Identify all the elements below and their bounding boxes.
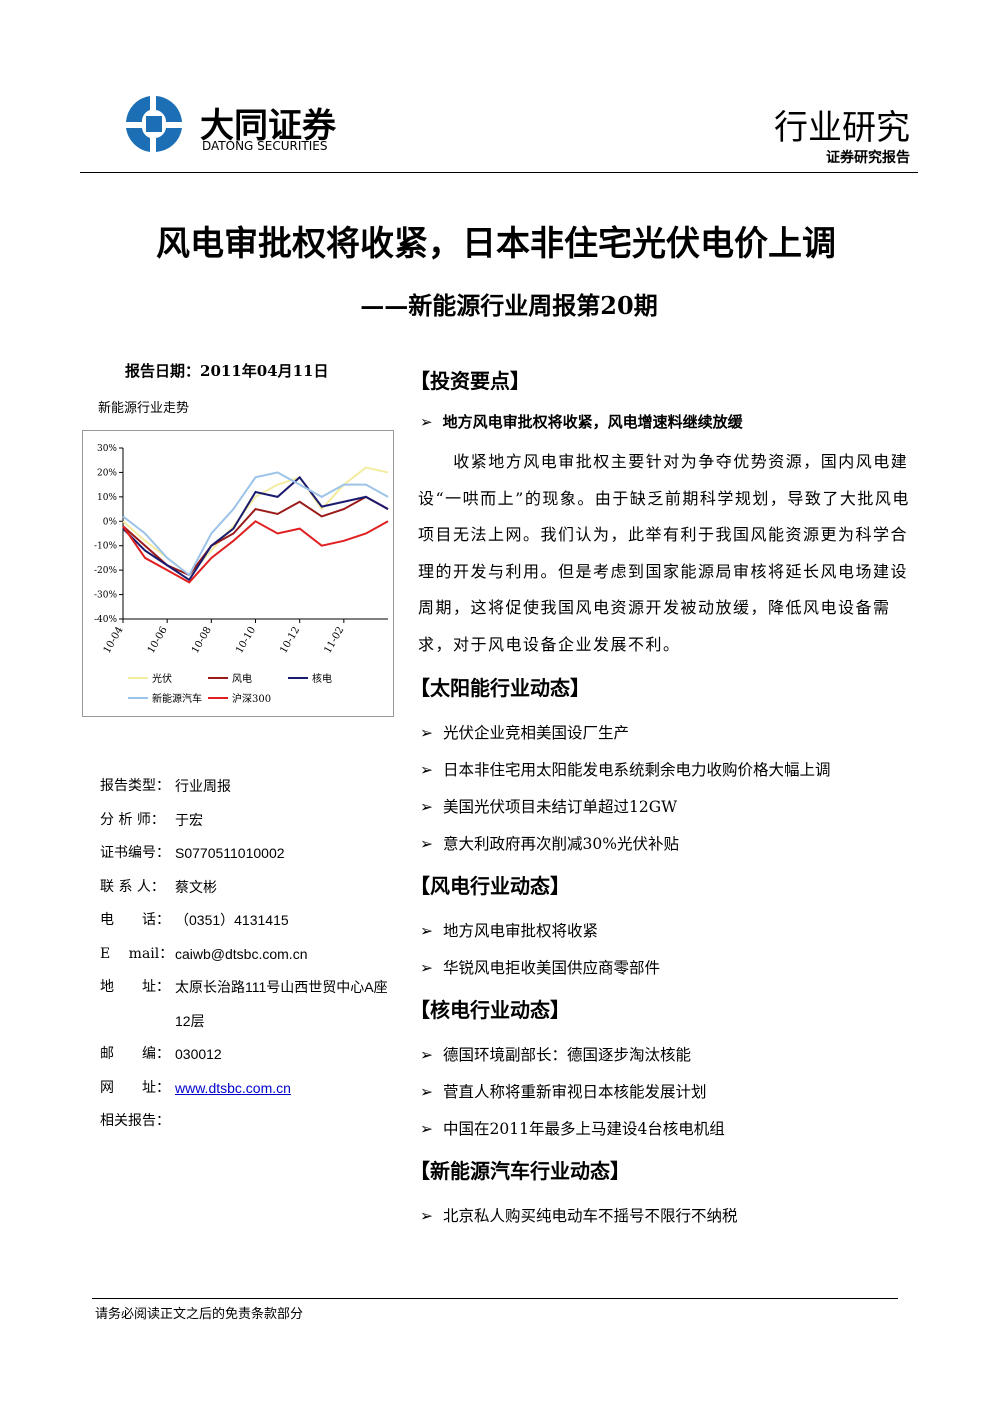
section: 【新能源汽车行业动态】北京私人购买纯电动车不摇号不限行不纳税 — [410, 1156, 910, 1235]
subcategory: 证券研究报告 — [826, 150, 910, 166]
section-heading: 【投资要点】 — [410, 369, 530, 393]
info-row: 地 址： 太原长治路111号山西世贸中心A座12层 — [100, 971, 403, 1038]
info-label: 邮 编： — [100, 1046, 170, 1062]
y-tick-label: 30% — [97, 444, 117, 454]
series-line — [122, 475, 389, 582]
x-tick-label: 10-08 — [190, 625, 214, 655]
bullet: 意大利政府再次削减30%光伏补贴 — [420, 826, 910, 863]
info-row: 报告类型： 行业周报 — [100, 770, 403, 804]
info-label: 分 析 师： — [100, 811, 165, 828]
bullet: 日本非住宅用太阳能发电系统剩余电力收购价格大幅上调 — [420, 752, 910, 789]
info-value: caiwb@dtsbc.com.cn — [175, 945, 308, 962]
subtitle: ——新能源行业周报第20期 — [360, 291, 658, 320]
info-label: 报告类型： — [100, 778, 170, 794]
footer-rule — [92, 1298, 898, 1299]
legend-label: 核电 — [312, 672, 332, 685]
y-tick-label: -20% — [94, 566, 117, 576]
info-row: 分 析 师： 于宏 — [100, 804, 403, 838]
info-value: 行业周报 — [175, 778, 231, 794]
info-value: （0351）4131415 — [175, 912, 289, 928]
company-en: DATONG SECURITIES — [202, 139, 328, 153]
info-row: 网 址： www.dtsbc.com.cn — [100, 1072, 403, 1106]
legend-label: 新能源汽车 — [152, 692, 202, 705]
x-tick-label: 10-10 — [234, 625, 258, 655]
logo-mark — [126, 96, 182, 152]
subheading: 地方风电审批权将收紧，风电增速料继续放缓 — [420, 408, 910, 436]
section-heading: 【风电行业动态】 — [410, 874, 570, 898]
legend-label: 风电 — [232, 672, 252, 685]
info-label: 相关报告： — [100, 1113, 170, 1129]
info-row: 邮 编： 030012 — [100, 1038, 403, 1072]
info-value: S0770511010002 — [175, 845, 285, 861]
bullet: 德国环境副部长：德国逐步淘汰核能 — [420, 1037, 910, 1074]
info-row: 联 系 人： 蔡文彬 — [100, 871, 403, 905]
series-line — [122, 520, 389, 584]
y-tick-label: -30% — [94, 591, 117, 601]
info-value: 030012 — [175, 1046, 222, 1062]
info-label: 电 话： — [100, 912, 170, 928]
info-value: 太原长治路111号山西世贸中心A座12层 — [175, 979, 388, 1029]
bullet: 菅直人称将重新审视日本核能发展计划 — [420, 1074, 910, 1111]
bullet: 华锐风电拒收美国供应商零部件 — [420, 950, 910, 987]
info: 报告类型： 行业周报分 析 师： 于宏证书编号： S0770511010002 联 系 … — [100, 770, 403, 1139]
info-label: 联 系 人： — [100, 878, 165, 895]
legend-label: 光伏 — [152, 672, 172, 685]
legend-label: 沪深300 — [232, 692, 271, 705]
section: 【风电行业动态】地方风电审批权将收紧华锐风电拒收美国供应商零部件 — [410, 871, 910, 987]
bullet: 光伏企业竞相美国设厂生产 — [420, 715, 910, 752]
section: 【核电行业动态】德国环境副部长：德国逐步淘汰核能菅直人称将重新审视日本核能发展计… — [410, 995, 910, 1148]
main-column: 【投资要点】地方风电审批权将收紧，风电增速料继续放缓收紧地方风电审批权主要针对为… — [410, 366, 910, 1243]
info-row: 相关报告： — [100, 1105, 403, 1139]
y-tick-label: 20% — [97, 468, 117, 478]
chart-title: 新能源行业走势 — [98, 401, 190, 416]
info-value[interactable]: www.dtsbc.com.cn — [175, 1079, 291, 1096]
rule — [80, 172, 918, 173]
info-label: 网 址： — [100, 1079, 170, 1096]
info-value: 于宏 — [175, 811, 203, 828]
x-tick-label: 11-02 — [322, 625, 346, 655]
y-tick-label: -10% — [94, 542, 117, 552]
info-label: 地 址： — [100, 979, 170, 995]
section: 【太阳能行业动态】光伏企业竞相美国设厂生产日本非住宅用太阳能发电系统剩余电力收购… — [410, 673, 910, 863]
info-label: 证书编号： — [100, 845, 170, 861]
company: 大同证券 — [200, 106, 336, 146]
footer: 请务必阅读正文之后的免责条款部分 — [95, 1307, 304, 1322]
bullet: 中国在2011年最多上马建设4台核电机组 — [420, 1111, 910, 1148]
category: 行业研究 — [774, 108, 910, 148]
info-value: 蔡文彬 — [175, 878, 217, 895]
bullet: 美国光伏项目未结订单超过12GW — [420, 789, 910, 826]
info-row: E mail： caiwb@dtsbc.com.cn — [100, 938, 403, 972]
section-heading: 【核电行业动态】 — [410, 998, 570, 1022]
y-tick-label: -40% — [94, 615, 117, 625]
report-date: 报告日期：2011年04月11日 — [125, 362, 329, 380]
section: 【投资要点】地方风电审批权将收紧，风电增速料继续放缓收紧地方风电审批权主要针对为… — [410, 366, 910, 663]
info-row: 证书编号： S0770511010002 — [100, 837, 403, 871]
title: 风电审批权将收紧，日本非住宅光伏电价上调 — [156, 224, 836, 264]
info-label: E mail： — [100, 945, 174, 962]
y-tick-label: 10% — [97, 493, 117, 503]
section-heading: 【太阳能行业动态】 — [410, 676, 590, 700]
paragraph: 收紧地方风电审批权主要针对为争夺优势资源，国内风电建设“一哄而上”的现象。由于缺… — [418, 452, 910, 654]
y-tick-label: 0% — [103, 517, 118, 527]
bullet: 北京私人购买纯电动车不摇号不限行不纳税 — [420, 1198, 910, 1235]
x-tick-label: 10-06 — [146, 625, 170, 655]
x-tick-label: 10-04 — [102, 625, 126, 655]
x-tick-label: 10-12 — [278, 625, 302, 655]
section-heading: 【新能源汽车行业动态】 — [410, 1159, 630, 1183]
bullet: 地方风电审批权将收紧 — [420, 913, 910, 950]
series-line — [122, 471, 389, 577]
chart: 30% 20% 10% 0% -10% -20% -30% -40%10-04 10-06 10-… — [82, 430, 394, 717]
info-row: 电 话： （0351）4131415 — [100, 904, 403, 938]
